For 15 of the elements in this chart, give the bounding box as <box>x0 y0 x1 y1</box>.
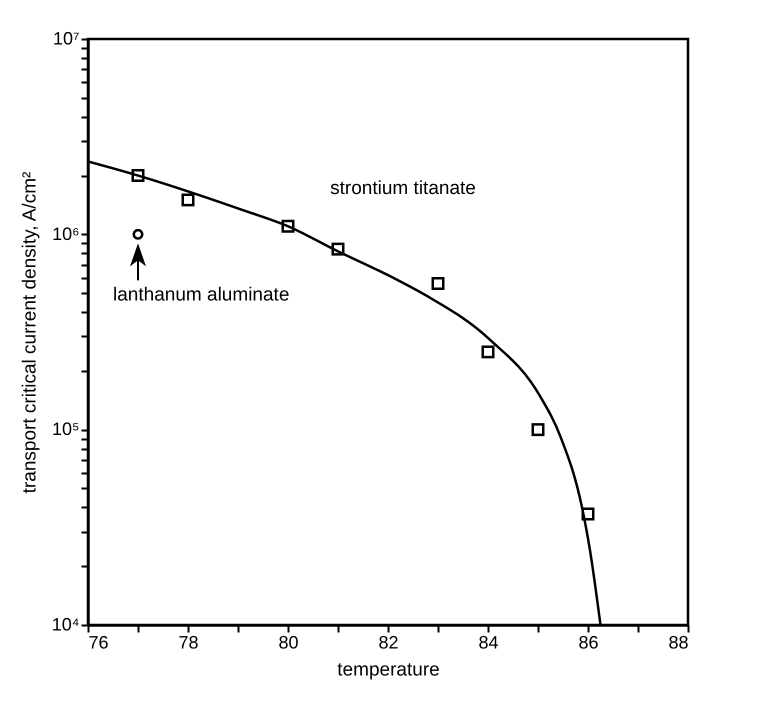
x-tick-label: 78 <box>178 632 199 652</box>
y-tick-label: 10⁴ <box>52 614 80 634</box>
text: strontium titanate <box>330 178 476 200</box>
x-tick-label: 86 <box>578 632 599 652</box>
x-tick-label: 76 <box>88 632 109 652</box>
x-tick-label: 84 <box>478 632 499 652</box>
x-axis-title: temperature <box>337 660 440 680</box>
y-tick-label: 10⁷ <box>52 28 80 48</box>
x-tick-label: 80 <box>278 632 299 652</box>
x-tick-label: 88 <box>668 632 688 652</box>
y-tick-label: 10⁵ <box>52 419 80 440</box>
annotation: lanthanum aluminate <box>113 284 290 306</box>
y-tick-label: 10⁶ <box>52 224 80 244</box>
y-axis-title: transport critical current density, A/cm² <box>20 172 41 494</box>
x-tick-label: 82 <box>378 632 399 652</box>
